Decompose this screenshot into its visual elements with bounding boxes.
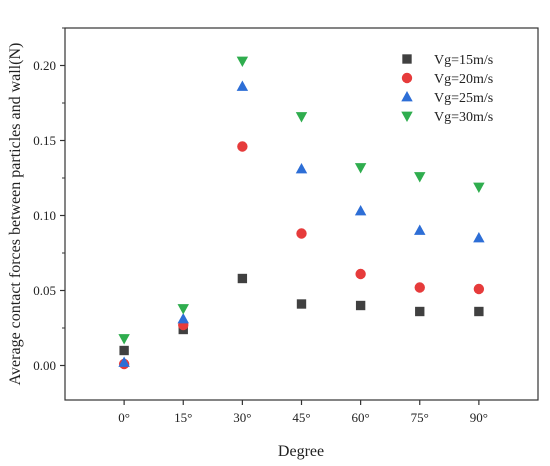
- data-point: [236, 56, 249, 67]
- data-point: [237, 273, 248, 284]
- data-point: [414, 224, 426, 235]
- y-tick-label: 0.05: [33, 283, 56, 298]
- x-axis-title: Degree: [278, 443, 324, 460]
- data-point: [355, 300, 366, 311]
- y-axis-title: Average contact forces between particles…: [7, 43, 24, 386]
- data-point: [118, 334, 130, 345]
- data-point: [473, 182, 485, 193]
- data-point: [119, 345, 129, 356]
- legend: Vg=15m/s Vg=20m/s Vg=25m/s Vg=30m/s: [401, 53, 493, 125]
- data-point: [177, 313, 189, 324]
- x-tick-label: 0°: [118, 410, 130, 425]
- x-tick-label: 90°: [470, 410, 488, 425]
- legend-label: Vg=25m/s: [434, 91, 493, 106]
- data-point: [474, 306, 484, 317]
- y-tick-label: 0.15: [33, 133, 56, 148]
- data-point: [118, 356, 130, 367]
- series-Vg=25m/s: [118, 80, 485, 367]
- legend-label: Vg=20m/s: [434, 72, 493, 87]
- x-tick-label: 45°: [292, 410, 310, 425]
- legend-marker: [401, 72, 413, 84]
- legend-marker: [401, 111, 413, 122]
- data-point: [473, 232, 485, 243]
- legend-label: Vg=15m/s: [434, 53, 493, 68]
- data-point: [354, 205, 367, 216]
- series-Vg=30m/s: [118, 56, 485, 345]
- data-point: [295, 112, 308, 123]
- x-tick-label: 30°: [233, 410, 251, 425]
- data-point: [414, 282, 425, 293]
- data-point: [473, 283, 485, 295]
- data-point: [415, 306, 425, 317]
- y-tick-label: 0.10: [33, 208, 56, 223]
- y-tick-label: 0.20: [33, 58, 56, 73]
- data-point: [296, 299, 307, 309]
- x-tick-label: 75°: [411, 410, 429, 425]
- data-point: [177, 304, 189, 315]
- data-point: [296, 228, 307, 239]
- series-Vg=15m/s: [119, 273, 484, 356]
- data-point: [237, 141, 248, 152]
- x-tick-label: 60°: [352, 410, 370, 425]
- data-point: [236, 80, 249, 91]
- legend-label: Vg=30m/s: [434, 110, 493, 125]
- series-Vg=20m/s: [118, 141, 485, 370]
- data-point: [354, 163, 367, 174]
- legend-marker: [401, 91, 413, 102]
- data-point: [295, 163, 308, 174]
- y-axis: 0.00 0.05 0.10 0.15 0.20: [33, 27, 65, 373]
- legend-marker: [402, 54, 412, 64]
- data-point: [355, 268, 366, 280]
- data-point: [414, 172, 426, 183]
- x-tick-label: 15°: [174, 410, 192, 425]
- y-tick-label: 0.00: [33, 358, 56, 373]
- data-series: [118, 56, 485, 370]
- x-axis: 0° 15° 30° 45° 60° 75° 90°: [118, 400, 488, 425]
